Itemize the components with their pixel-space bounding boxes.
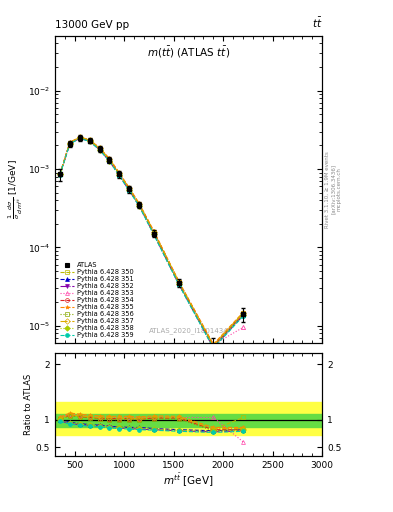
Bar: [55, 402, 322, 435]
Text: $t\bar{t}$: $t\bar{t}$: [312, 15, 322, 30]
Text: mcplots.cern.ch: mcplots.cern.ch: [337, 167, 342, 211]
Bar: [55, 414, 322, 427]
Text: $m(t\bar{t})$ (ATLAS $t\bar{t}$): $m(t\bar{t})$ (ATLAS $t\bar{t}$): [147, 45, 230, 60]
Text: 13000 GeV pp: 13000 GeV pp: [55, 19, 129, 30]
Y-axis label: $\frac{1}{\sigma}\frac{d\sigma}{d\,m^{t\bar{t}}}$ [1/GeV]: $\frac{1}{\sigma}\frac{d\sigma}{d\,m^{t\…: [6, 160, 25, 219]
Y-axis label: Ratio to ATLAS: Ratio to ATLAS: [24, 374, 33, 435]
Text: [arXiv:1306.3436]: [arXiv:1306.3436]: [331, 164, 336, 215]
Text: ATLAS_2020_I1801434: ATLAS_2020_I1801434: [149, 327, 228, 334]
X-axis label: $m^{t\bar{t}}$ [GeV]: $m^{t\bar{t}}$ [GeV]: [163, 472, 214, 489]
Text: Rivet 3.1.10, ≥ 1.9M events: Rivet 3.1.10, ≥ 1.9M events: [325, 151, 330, 228]
Legend: ATLAS, Pythia 6.428 350, Pythia 6.428 351, Pythia 6.428 352, Pythia 6.428 353, P: ATLAS, Pythia 6.428 350, Pythia 6.428 35…: [58, 261, 135, 339]
